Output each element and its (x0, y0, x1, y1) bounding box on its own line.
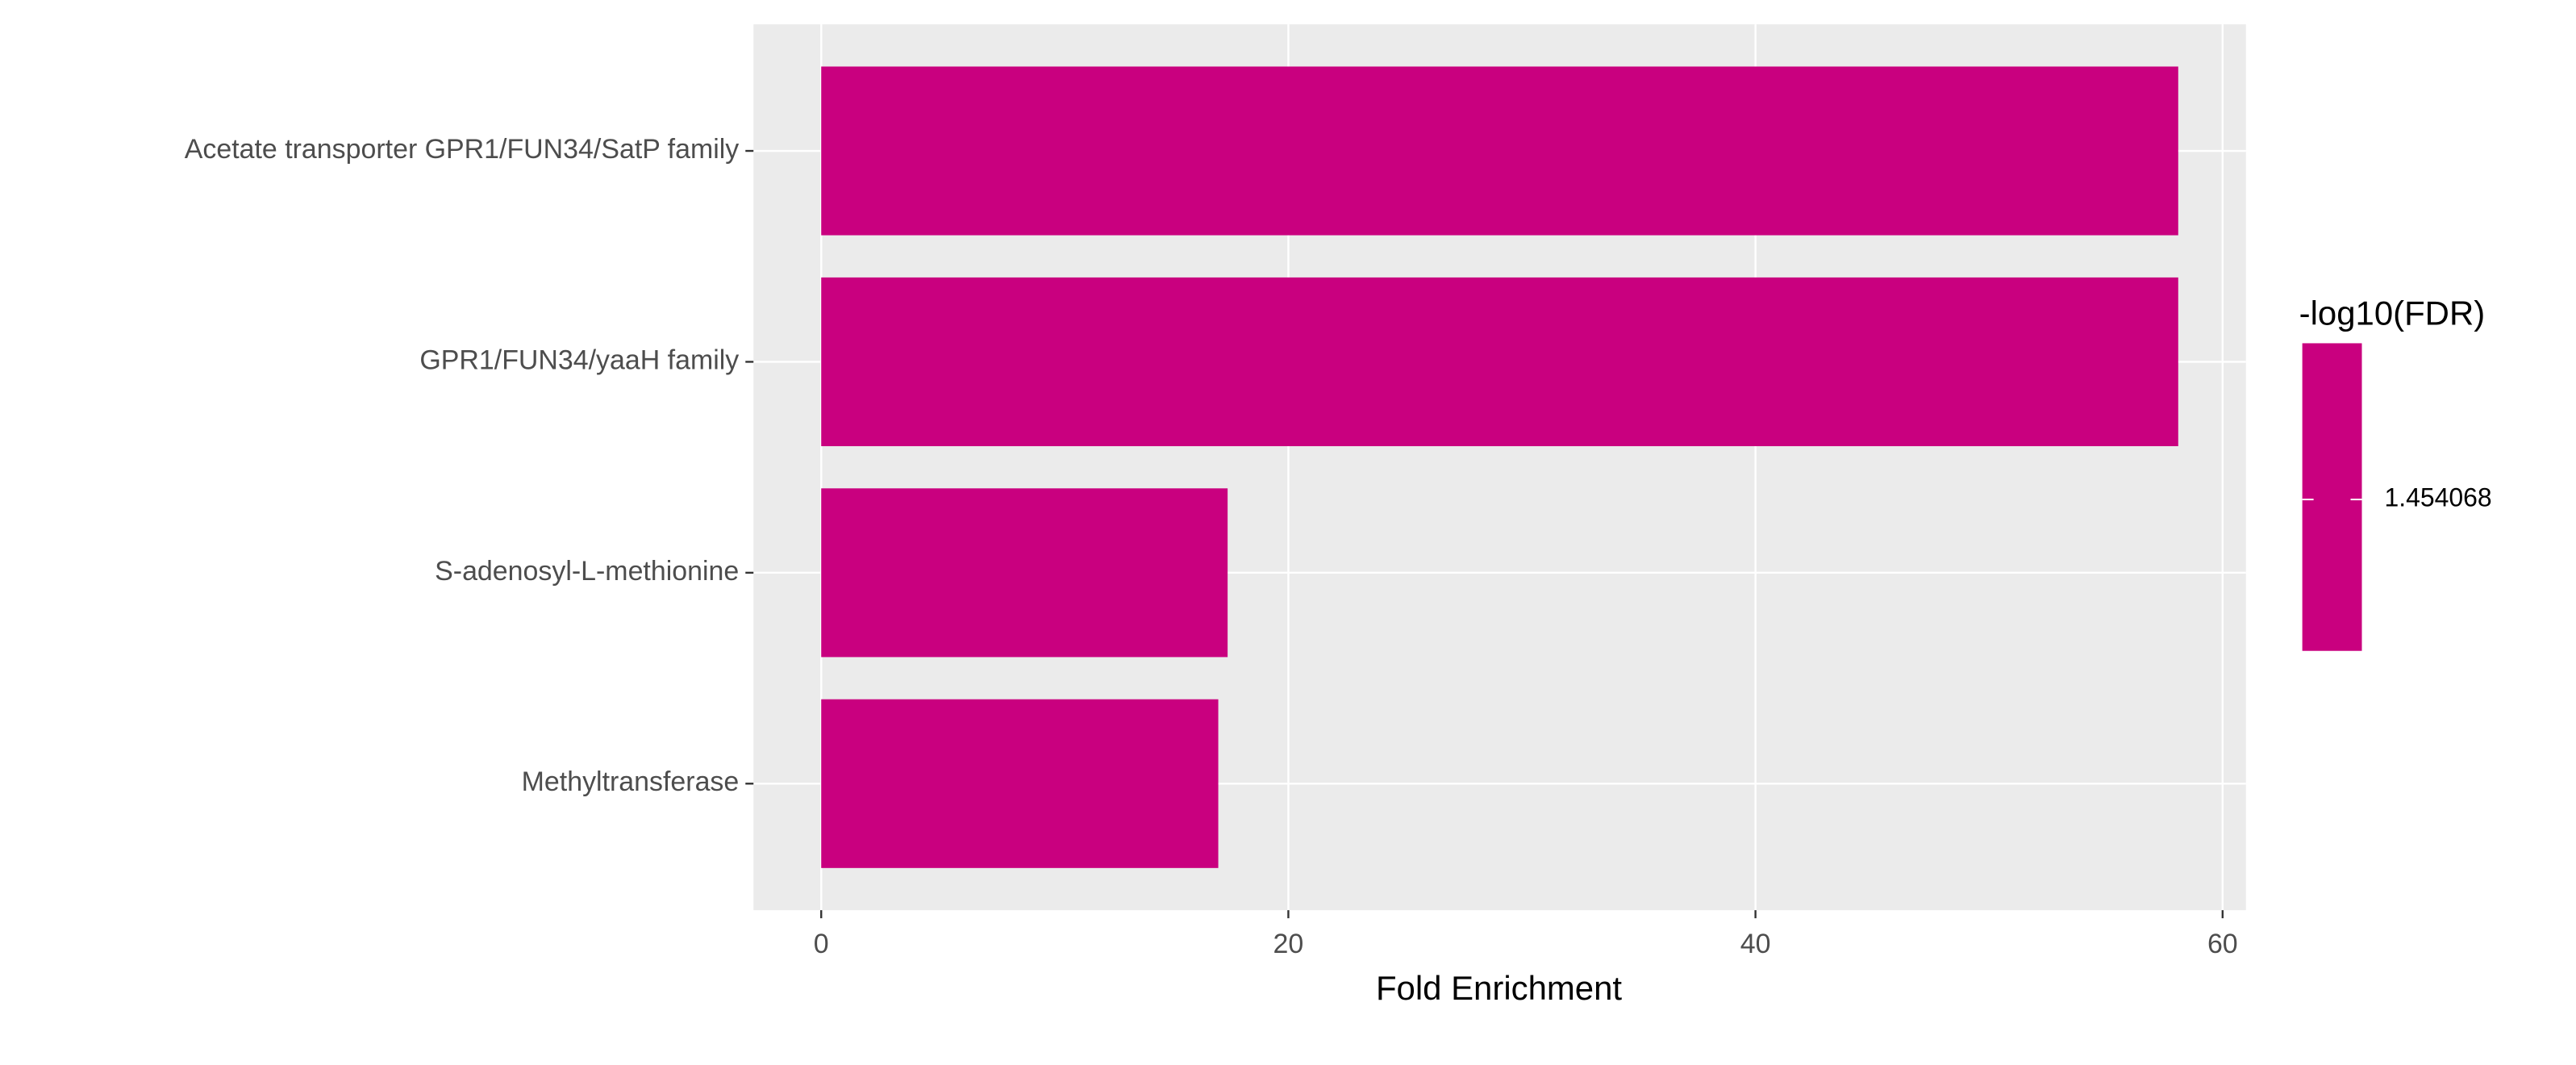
x-axis-title: Fold Enrichment (1376, 969, 1622, 1007)
bar (821, 699, 1219, 868)
x-tick-label: 40 (1740, 929, 1771, 959)
legend-colorbar (2302, 343, 2362, 651)
y-tick-label: Methyltransferase (522, 766, 740, 797)
bar (821, 277, 2178, 447)
legend-title: -log10(FDR) (2299, 294, 2486, 332)
y-tick-label: GPR1/FUN34/yaaH family (419, 345, 739, 375)
y-tick-label: Acetate transporter GPR1/FUN34/SatP fami… (185, 134, 740, 165)
legend-tick-label: 1.454068 (2384, 483, 2491, 512)
x-tick-label: 20 (1273, 929, 1304, 959)
x-tick-label: 0 (814, 929, 829, 959)
bar (821, 488, 1228, 658)
bar (821, 66, 2178, 236)
y-tick-label: S-adenosyl-L-methionine (435, 556, 739, 587)
x-tick-label: 60 (2207, 929, 2238, 959)
